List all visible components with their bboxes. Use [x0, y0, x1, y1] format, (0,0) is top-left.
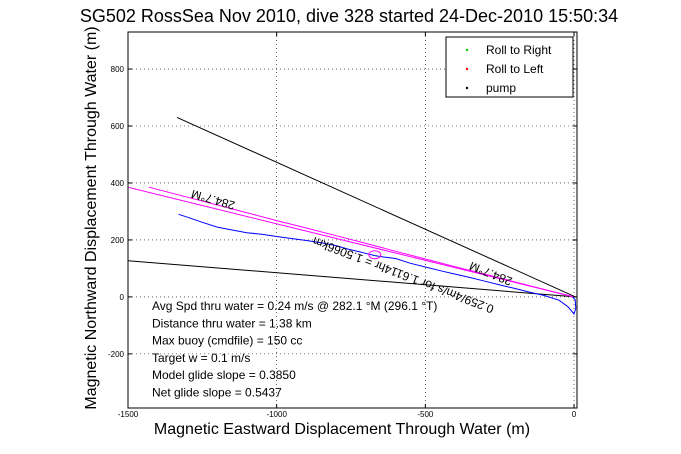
x-tick-label: -1500: [118, 410, 139, 419]
track-series-line: [148, 186, 573, 298]
x-tick-label: -500: [417, 410, 434, 419]
x-tick-label: 0: [572, 410, 577, 419]
stats-annotation: Model glide slope = 0.3850: [152, 368, 296, 382]
chart-title: SG502 RossSea Nov 2010, dive 328 started…: [80, 6, 618, 26]
y-axis-label: Magnetic Northward Displacement Through …: [83, 26, 100, 409]
axes-box: [127, 31, 578, 409]
y-tick-label: 0: [120, 293, 125, 302]
legend-marker: [465, 48, 469, 52]
x-axis-label: Magnetic Eastward Displacement Through W…: [154, 421, 530, 438]
legend: Roll to Right Roll to Left pump: [445, 36, 574, 98]
x-tick-label: -1000: [266, 410, 287, 419]
y-tick-label: 200: [111, 236, 125, 245]
reference-line: [176, 116, 576, 298]
y-tick-label: -200: [108, 350, 125, 359]
legend-label: pump: [486, 81, 516, 95]
track-series-line: [178, 213, 577, 316]
reference-line: [128, 260, 576, 298]
legend-label: Roll to Left: [486, 62, 544, 76]
y-tick-label: 600: [111, 122, 125, 131]
legend-marker: [465, 86, 469, 90]
y-tick-label: 400: [111, 179, 125, 188]
stats-annotation: Net glide slope = 0.5437: [152, 386, 282, 400]
track-loop-mark: [368, 250, 382, 260]
stats-annotation: Target w = 0.1 m/s: [152, 351, 250, 365]
stats-annotation: Max buoy (cmdfile) = 150 cc: [152, 334, 302, 348]
plot-content: [128, 116, 577, 316]
legend-marker: [465, 67, 469, 71]
stats-annotation: Distance thru water = 1.38 km: [152, 316, 312, 330]
stats-annotation: Avg Spd thru water = 0.24 m/s @ 282.1 °M…: [152, 299, 437, 313]
reference-line: [128, 186, 575, 298]
legend-label: Roll to Right: [486, 43, 552, 57]
y-tick-label: 800: [111, 65, 125, 74]
